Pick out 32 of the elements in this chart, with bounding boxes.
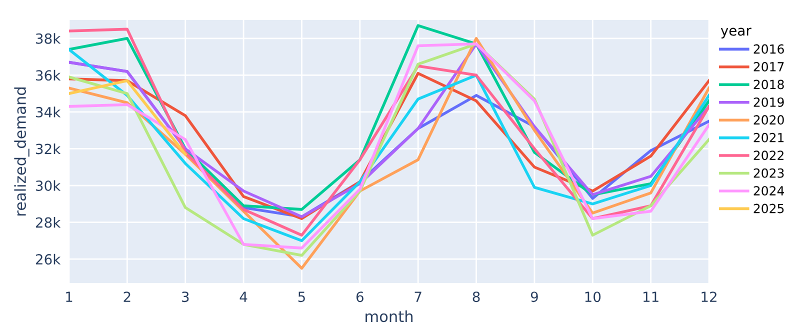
- x-tick-label: 1: [66, 292, 72, 302]
- legend-label: 2023: [754, 168, 784, 178]
- y-axis-title: realized_demand: [14, 88, 30, 216]
- y-tick-label: 38k: [36, 33, 61, 44]
- x-axis-title: month: [366, 310, 412, 322]
- legend-label: 2021: [754, 132, 784, 142]
- y-tick-label: 28k: [36, 217, 61, 228]
- y-tick-label: 34k: [36, 106, 61, 118]
- x-tick-label: 12: [702, 292, 716, 302]
- x-tick-label: 8: [472, 292, 480, 302]
- x-tick-label: 6: [356, 292, 364, 302]
- legend-label: 2022: [754, 150, 784, 160]
- y-tick-label: 26k: [36, 254, 61, 265]
- x-tick-label: 9: [530, 292, 538, 302]
- legend-label: 2017: [754, 62, 784, 72]
- legend-label: 2020: [754, 115, 784, 125]
- legend-label: 2018: [754, 80, 784, 90]
- legend-label: 2016: [754, 44, 784, 54]
- legend-label: 2025: [754, 204, 784, 214]
- y-tick-label: 36k: [36, 70, 61, 81]
- x-tick-label: 5: [298, 292, 305, 302]
- x-tick-label: 11: [644, 292, 658, 302]
- legend-label: 2019: [754, 97, 784, 107]
- x-tick-label: 2: [124, 292, 130, 302]
- x-tick-label: 10: [585, 292, 601, 302]
- legend-label: 2024: [754, 186, 784, 196]
- legend-title: year: [720, 28, 752, 38]
- x-tick-label: 4: [240, 292, 248, 302]
- x-tick-label: 7: [414, 292, 422, 302]
- x-tick-label: 3: [182, 292, 189, 302]
- y-tick-label: 30k: [36, 180, 61, 191]
- y-tick-label: 32k: [36, 143, 61, 154]
